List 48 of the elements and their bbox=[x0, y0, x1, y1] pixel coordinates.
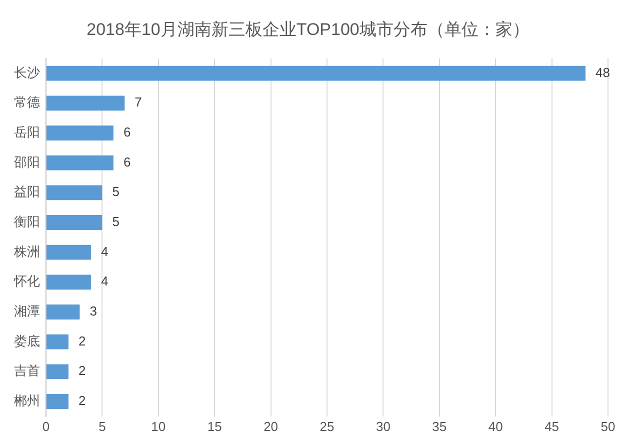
data-label: 7 bbox=[134, 94, 142, 110]
y-tick-label: 常德 bbox=[14, 94, 40, 110]
data-label: 2 bbox=[78, 393, 86, 408]
data-label: 2 bbox=[78, 333, 86, 348]
x-tick-label: 50 bbox=[600, 418, 616, 434]
x-tick-label: 15 bbox=[207, 418, 222, 434]
data-label: 4 bbox=[100, 274, 108, 289]
y-tick-label: 怀化 bbox=[13, 274, 40, 289]
y-tick-label: 长沙 bbox=[14, 64, 40, 80]
bar bbox=[46, 185, 102, 200]
y-tick-label: 益阳 bbox=[14, 184, 40, 200]
bar bbox=[46, 334, 68, 350]
data-label: 6 bbox=[123, 124, 131, 140]
data-label: 2 bbox=[78, 363, 86, 378]
bar bbox=[46, 364, 68, 380]
bar bbox=[46, 155, 114, 170]
x-tick-label: 10 bbox=[151, 418, 166, 434]
x-tick-label: 5 bbox=[98, 418, 106, 434]
x-tick-label: 25 bbox=[320, 418, 334, 434]
bar bbox=[46, 96, 125, 111]
y-tick-label: 岳阳 bbox=[14, 124, 40, 140]
data-label: 5 bbox=[112, 214, 120, 230]
x-tick-label: 30 bbox=[376, 418, 390, 434]
x-tick-label: 35 bbox=[432, 418, 447, 434]
bar bbox=[46, 215, 102, 230]
x-tick-label: 20 bbox=[264, 418, 278, 434]
data-label: 6 bbox=[123, 154, 131, 170]
y-tick-label: 湘潭 bbox=[14, 304, 40, 319]
y-tick-label: 郴州 bbox=[14, 393, 40, 408]
bar bbox=[46, 304, 80, 320]
bar bbox=[46, 126, 114, 140]
data-label: 48 bbox=[596, 64, 610, 80]
x-tick-label: 0 bbox=[42, 418, 50, 434]
bar bbox=[46, 394, 68, 409]
y-tick-label: 娄底 bbox=[14, 333, 40, 348]
bar bbox=[46, 66, 586, 81]
bar bbox=[46, 244, 91, 260]
data-label: 5 bbox=[112, 184, 120, 200]
y-tick-label: 株洲 bbox=[13, 244, 40, 259]
bar bbox=[46, 274, 91, 290]
x-tick-label: 40 bbox=[488, 418, 503, 434]
chart-title: 2018年10月湖南新三板企业TOP100城市分布（单位：家） bbox=[86, 20, 530, 39]
y-tick-label: 衡阳 bbox=[14, 214, 40, 230]
data-label: 3 bbox=[90, 304, 97, 319]
y-tick-label: 邵阳 bbox=[14, 154, 40, 170]
x-tick-label: 45 bbox=[544, 418, 560, 434]
y-tick-label: 吉首 bbox=[14, 363, 40, 378]
data-label: 4 bbox=[100, 244, 108, 259]
